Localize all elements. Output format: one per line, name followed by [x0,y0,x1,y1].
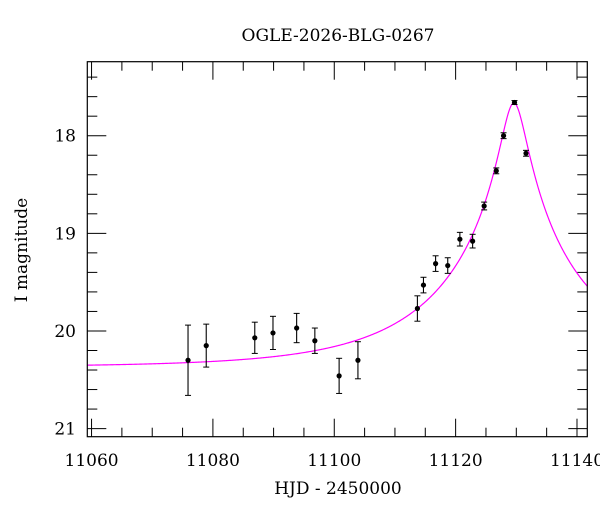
data-point [203,323,210,368]
y-tick-label: 20 [54,322,76,342]
data-point [354,341,361,380]
data-point [500,132,507,140]
x-tick-label: 11060 [65,451,119,471]
data-marker [270,330,276,336]
data-point [269,315,276,351]
x-tick-label: 11140 [550,451,600,471]
data-marker [312,338,318,344]
y-tick-label: 18 [54,127,76,147]
data-marker [203,343,209,349]
data-marker [252,335,258,341]
chart-title: OGLE-2026-BLG-0267 [242,26,435,46]
x-tick-label: 11120 [429,451,483,471]
model-curve-group [87,102,588,366]
y-axis-label: I magnitude [12,198,32,302]
data-marker [493,168,499,174]
data-marker [445,262,451,269]
data-marker [500,133,507,139]
data-marker [433,261,439,267]
data-marker [336,373,342,379]
tick-labels: 11060 11080 11100 11120 11140 18 19 20 21 [54,127,600,471]
data-point [523,149,530,157]
data-points [185,99,530,396]
data-point [469,233,476,249]
data-marker [185,357,191,363]
data-marker [511,99,518,106]
data-marker [355,357,361,363]
data-point [511,99,518,106]
data-marker [294,325,300,331]
x-tick-label: 11080 [186,451,240,471]
data-point [251,321,258,354]
data-marker [523,150,529,156]
data-point [444,257,451,274]
data-marker [481,203,487,209]
x-axis-label: HJD - 2450000 [274,479,402,499]
data-marker [414,305,420,312]
x-tick-label: 11100 [307,451,361,471]
model-curve [87,102,588,366]
data-marker [457,236,463,242]
y-tick-label: 21 [54,420,76,440]
data-point [456,231,463,247]
data-marker [470,238,476,244]
data-point [293,312,300,344]
plot-frame [86,61,588,438]
data-point [185,324,192,396]
data-point [336,357,343,394]
data-point [414,295,421,322]
data-point [432,255,439,272]
data-point [493,167,500,175]
data-point [311,327,318,354]
data-marker [420,282,427,288]
axis-ticks [87,61,588,437]
data-point [420,276,427,294]
y-tick-label: 19 [54,224,76,244]
data-point [481,201,488,211]
